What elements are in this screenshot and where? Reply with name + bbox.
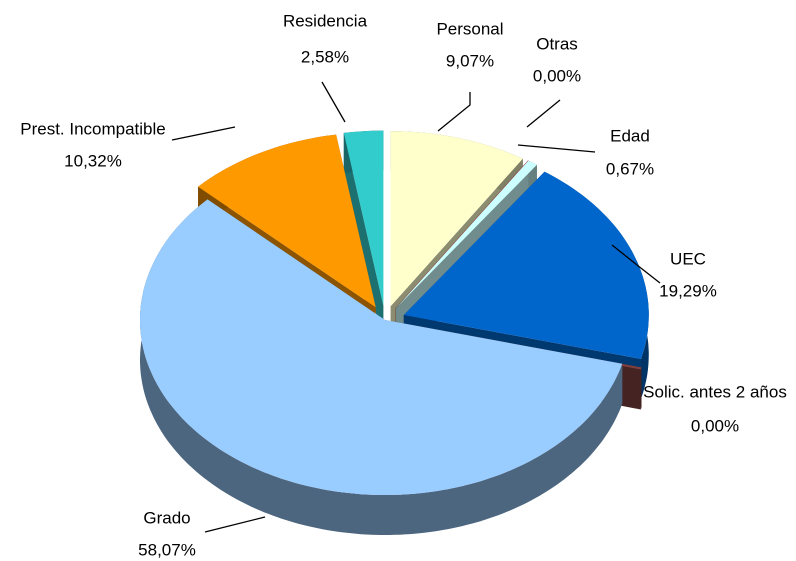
slice-value-label: 0,00% (691, 416, 739, 435)
slice (390, 131, 523, 307)
slice-value-label: 10,32% (64, 151, 122, 170)
leader-line (611, 244, 661, 284)
slice-label: Edad (610, 126, 650, 145)
slice-label: Solic. antes 2 años (643, 382, 787, 401)
slice-value-label: 0,00% (533, 66, 581, 85)
leader-line (437, 92, 471, 132)
slice-label: UEC (670, 249, 706, 268)
slice-wall (343, 132, 384, 346)
slice (343, 130, 384, 306)
leader-line (517, 144, 596, 153)
slice-label: Residencia (283, 11, 368, 30)
leader-line (171, 126, 236, 141)
slice (396, 160, 537, 308)
slice (140, 199, 623, 495)
leader-line (204, 516, 266, 533)
slice (403, 171, 649, 359)
slice-value-label: 2,58% (301, 47, 349, 66)
slice-value-label: 9,07% (446, 51, 494, 70)
leader-line (526, 99, 561, 128)
slice-label: Grado (143, 508, 190, 527)
slice-value-label: 19,29% (659, 281, 717, 300)
slice (198, 134, 376, 308)
slice-rim (640, 367, 642, 410)
slice-value-label: 58,07% (138, 540, 196, 559)
slice-label: Personal (436, 19, 503, 38)
labels: Personal 9,07% Otras 0,00% Edad 0,67% UEC 19,29… (20, 11, 787, 559)
leader-line (321, 81, 346, 123)
pie-tops (140, 130, 649, 495)
slice-value-label: 0,67% (606, 159, 654, 178)
slice-label: Prest. Incompatible (20, 119, 166, 138)
slice-label: Otras (536, 34, 578, 53)
